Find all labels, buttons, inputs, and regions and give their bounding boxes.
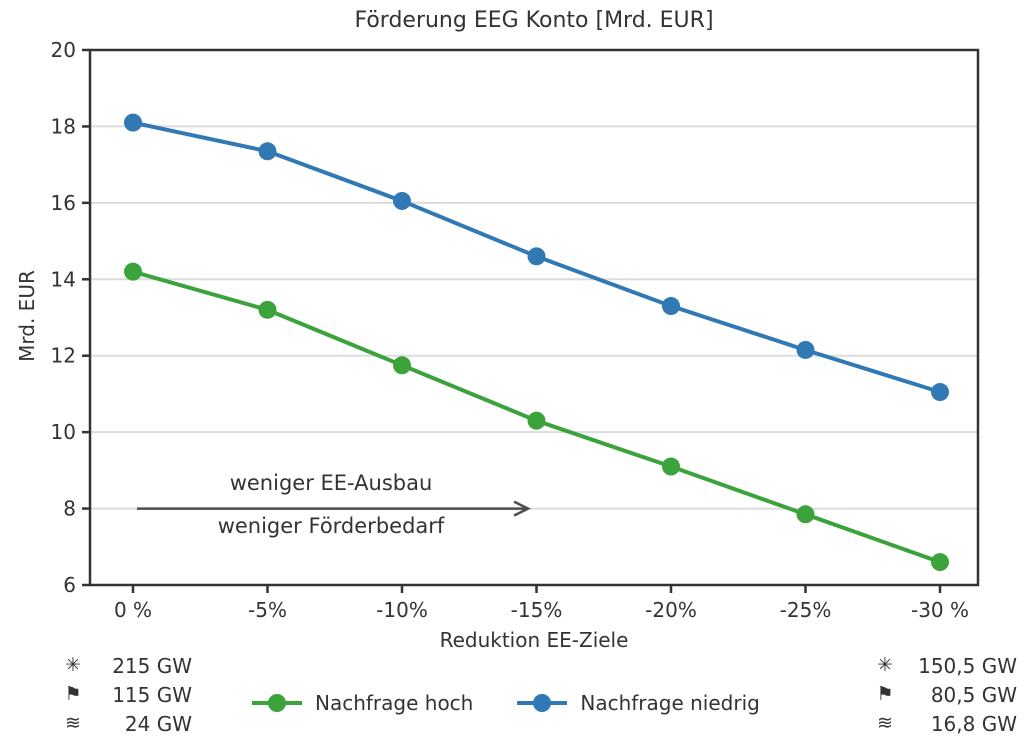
y-tick-label: 12 xyxy=(51,344,76,368)
annotation-text-above: weniger EE-Ausbau xyxy=(229,471,433,495)
x-axis-label: Reduktion EE-Ziele xyxy=(439,628,629,652)
stat-row-water: ≋ 16,8 GW xyxy=(870,709,1017,738)
data-point-nachfrage-hoch xyxy=(258,300,277,319)
data-point-nachfrage-niedrig xyxy=(393,191,411,210)
legend-item-nachfrage-hoch: Nachfrage hoch xyxy=(252,691,473,715)
stat-value: 80,5 GW xyxy=(930,682,1017,707)
y-tick-label: 14 xyxy=(51,267,76,291)
stat-value: 16,8 GW xyxy=(930,711,1017,736)
x-tick-label: -25% xyxy=(780,598,832,622)
y-tick-label: 18 xyxy=(51,114,76,138)
capacity-stats-left: ✳ 215 GW ⚑ 115 GW ≋ 24 GW xyxy=(58,651,192,738)
x-tick-label: -15% xyxy=(511,598,563,622)
annotation-arrow-head xyxy=(513,500,531,517)
stat-value: 215 GW xyxy=(112,653,192,678)
capacity-stats-right: ✳ 150,5 GW ⚑ 80,5 GW ≋ 16,8 GW xyxy=(870,651,1017,738)
data-point-nachfrage-niedrig xyxy=(662,297,680,316)
data-point-nachfrage-niedrig xyxy=(258,142,277,161)
x-tick-label: -5% xyxy=(248,598,287,622)
data-point-nachfrage-hoch xyxy=(662,457,680,476)
data-point-nachfrage-hoch xyxy=(393,356,411,375)
x-tick-label: -10% xyxy=(376,598,428,622)
legend-label: Nachfrage niedrig xyxy=(580,691,760,715)
waves-icon: ≋ xyxy=(65,712,81,734)
x-tick-label: -20% xyxy=(645,598,697,622)
x-tick-label: -30 % xyxy=(911,598,969,622)
legend-item-nachfrage-niedrig: Nachfrage niedrig xyxy=(517,691,760,715)
x-tick-label: 0 % xyxy=(114,598,152,622)
data-point-nachfrage-hoch xyxy=(527,411,546,430)
sun-icon: ✳ xyxy=(65,654,81,676)
flag-icon: ⚑ xyxy=(64,683,82,705)
stat-row-solar: ✳ 215 GW xyxy=(58,651,192,680)
y-tick-label: 16 xyxy=(51,191,76,215)
stat-row-wind: ⚑ 115 GW xyxy=(58,680,192,709)
data-point-nachfrage-hoch xyxy=(931,553,949,572)
stat-value: 115 GW xyxy=(112,682,192,707)
stat-row-water: ≋ 24 GW xyxy=(58,709,192,738)
y-tick-label: 20 xyxy=(51,38,76,62)
stat-row-solar: ✳ 150,5 GW xyxy=(870,651,1017,680)
chart-legend: Nachfrage hoch Nachfrage niedrig xyxy=(252,691,760,715)
stat-value: 150,5 GW xyxy=(918,653,1017,678)
y-tick-label: 6 xyxy=(63,573,76,597)
legend-label: Nachfrage hoch xyxy=(315,691,474,715)
stat-value: 24 GW xyxy=(124,711,192,736)
data-point-nachfrage-hoch xyxy=(796,505,815,524)
data-point-nachfrage-niedrig xyxy=(931,383,949,402)
data-point-nachfrage-niedrig xyxy=(527,247,546,266)
data-point-nachfrage-niedrig xyxy=(124,113,142,132)
chart-title: Förderung EEG Konto [Mrd. EUR] xyxy=(354,8,714,33)
data-point-nachfrage-hoch xyxy=(124,262,142,281)
waves-icon: ≋ xyxy=(877,712,893,734)
legend-line-sample-green xyxy=(252,694,302,712)
data-point-nachfrage-niedrig xyxy=(796,340,815,359)
flag-icon: ⚑ xyxy=(876,683,894,705)
y-tick-label: 10 xyxy=(51,420,76,444)
legend-line-sample-blue xyxy=(517,694,568,712)
annotation-text-below: weniger Förderbedarf xyxy=(217,514,445,538)
plot-border xyxy=(88,48,980,587)
sun-icon: ✳ xyxy=(877,654,893,676)
y-tick-label: 8 xyxy=(63,497,76,521)
stat-row-wind: ⚑ 80,5 GW xyxy=(870,680,1017,709)
